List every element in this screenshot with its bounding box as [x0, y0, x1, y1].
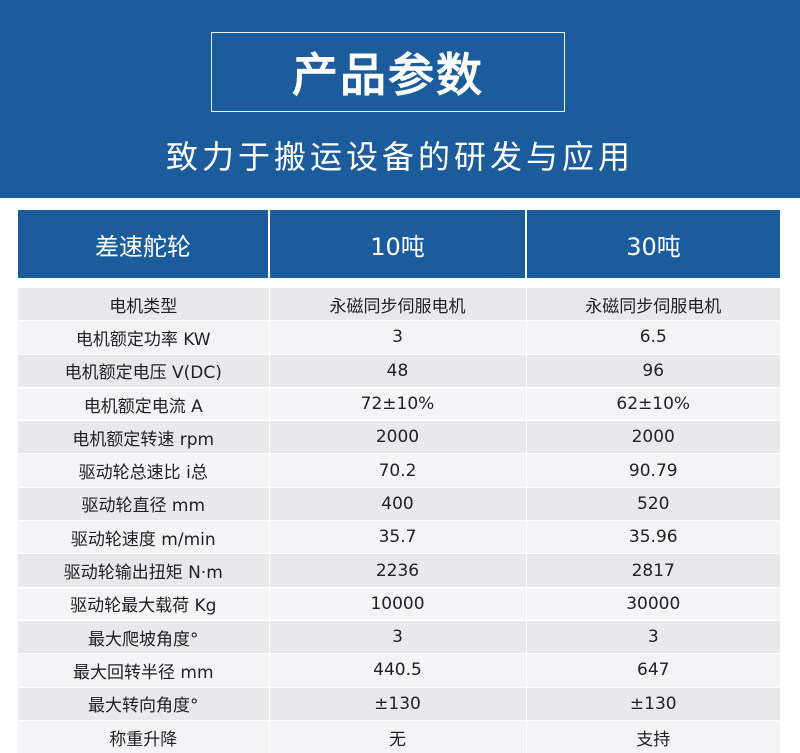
value-30t-cell: 3: [526, 619, 780, 654]
param-name-cell: 最大爬坡角度°: [18, 619, 270, 654]
table-row: 称重升降无支持: [18, 719, 780, 753]
value-30t-cell: 永磁同步伺服电机: [526, 278, 780, 321]
param-name-cell: 电机类型: [18, 278, 270, 321]
value-30t-cell: 520: [526, 486, 780, 521]
table-row: 最大爬坡角度° 3 3: [18, 619, 780, 654]
value-10t-cell: 永磁同步伺服电机: [269, 278, 527, 321]
value-10t-cell: 35.7: [269, 520, 527, 554]
table-row: 驱动轮直径 mm 400 520: [18, 486, 780, 521]
table-row: 最大转向角度° ±130 ±130: [18, 686, 780, 721]
param-name-cell: 称重升降: [18, 719, 270, 753]
column-header-30t: 30吨: [526, 210, 780, 283]
value-10t-cell: 10000: [269, 586, 527, 621]
param-name-cell: 最大转向角度°: [18, 686, 270, 721]
value-30t-cell: 2000: [526, 420, 780, 454]
spec-table-body: 电机类型 永磁同步伺服电机 永磁同步伺服电机 电机额定功率 KW 3 6.5 电机额定电压 …: [18, 278, 780, 753]
table-row: 驱动轮速度 m/min 35.7 35.96: [18, 520, 780, 554]
table-row: 最大回转半径 mm 440.5 647: [18, 653, 780, 688]
value-30t-cell: ±130: [526, 686, 780, 721]
column-header-model: 差速舵轮: [18, 210, 270, 283]
value-30t-cell: 90.79: [526, 453, 780, 488]
table-row: 驱动轮输出扭矩 N·m 2236 2817: [18, 553, 780, 588]
value-10t-cell: 72±10%: [269, 386, 527, 421]
value-10t-cell: 48: [269, 353, 527, 388]
value-10t-cell: 2236: [269, 553, 527, 588]
value-30t-cell: 30000: [526, 586, 780, 621]
param-name-cell: 驱动轮总速比 i总: [18, 453, 270, 488]
table-row: 电机类型 永磁同步伺服电机 永磁同步伺服电机: [18, 278, 780, 321]
value-10t-cell: 70.2: [269, 453, 527, 488]
value-10t-cell: ±130: [269, 686, 527, 721]
value-10t-cell: 2000: [269, 420, 527, 454]
param-name-cell: 电机额定转速 rpm: [18, 420, 270, 454]
param-name-cell: 驱动轮直径 mm: [18, 486, 270, 521]
table-row: 驱动轮总速比 i总 70.2 90.79: [18, 453, 780, 488]
value-30t-cell: 62±10%: [526, 386, 780, 421]
value-10t-cell: 无: [269, 719, 527, 753]
header-banner: 产品参数 致力于搬运设备的研发与应用: [0, 0, 800, 198]
table-row: 驱动轮最大载荷 Kg 10000 30000: [18, 586, 780, 621]
value-30t-cell: 35.96: [526, 520, 780, 554]
value-10t-cell: 3: [269, 619, 527, 654]
param-name-cell: 电机额定电流 A: [18, 386, 270, 421]
page-title: 产品参数: [292, 48, 484, 102]
table-row: 电机额定电流 A 72±10% 62±10%: [18, 386, 780, 421]
table-header-row: 差速舵轮 10吨 30吨: [18, 210, 780, 283]
value-30t-cell: 96: [526, 353, 780, 388]
page-subtitle: 致力于搬运设备的研发与应用: [165, 138, 634, 176]
title-frame: 产品参数: [211, 32, 565, 112]
param-name-cell: 驱动轮速度 m/min: [18, 520, 270, 554]
param-name-cell: 最大回转半径 mm: [18, 653, 270, 688]
column-header-10t: 10吨: [269, 210, 527, 283]
value-30t-cell: 2817: [526, 553, 780, 588]
table-row: 电机额定功率 KW 3 6.5: [18, 320, 780, 355]
table-row: 电机额定电压 V(DC) 48 96: [18, 353, 780, 388]
table-row: 电机额定转速 rpm 2000 2000: [18, 420, 780, 454]
value-10t-cell: 440.5: [269, 653, 527, 688]
param-name-cell: 电机额定电压 V(DC): [18, 353, 270, 388]
value-30t-cell: 6.5: [526, 320, 780, 355]
value-10t-cell: 400: [269, 486, 527, 521]
value-10t-cell: 3: [269, 320, 527, 355]
spec-table: 差速舵轮 10吨 30吨 电机类型 永磁同步伺服电机 永磁同步伺服电机 电机额定功率 …: [18, 210, 780, 753]
param-name-cell: 电机额定功率 KW: [18, 320, 270, 355]
param-name-cell: 驱动轮输出扭矩 N·m: [18, 553, 270, 588]
value-30t-cell: 647: [526, 653, 780, 688]
param-name-cell: 驱动轮最大载荷 Kg: [18, 586, 270, 621]
value-30t-cell: 支持: [526, 719, 780, 753]
